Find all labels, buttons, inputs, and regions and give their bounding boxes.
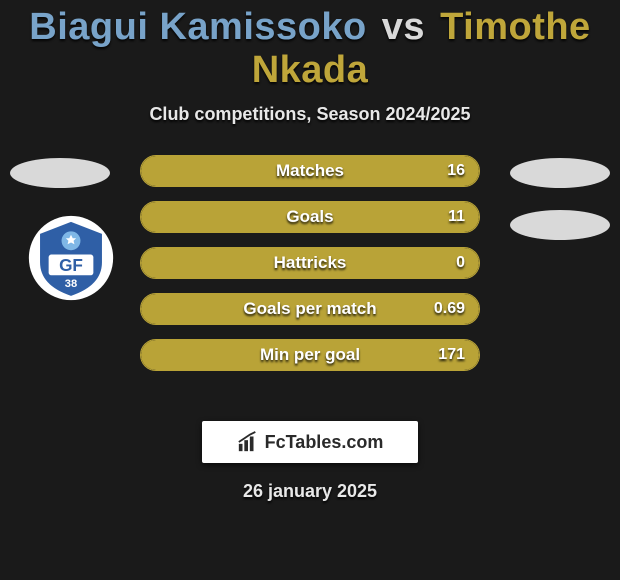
player1-name: Biagui Kamissoko	[29, 6, 366, 48]
brand-box: FcTables.com	[202, 421, 418, 463]
player2-portrait-placeholder	[510, 158, 610, 188]
stat-bars: Matches16 Goals11 Hattricks0 Goals per matc…	[140, 155, 480, 385]
stat-bar-fill	[141, 202, 479, 232]
club-logo-svg: GF 38	[28, 215, 114, 301]
svg-text:GF: GF	[59, 255, 83, 275]
stat-bar: Min per goal171	[140, 339, 480, 371]
chart-icon	[237, 431, 259, 453]
svg-text:38: 38	[65, 278, 77, 290]
stat-bar: Goals per match0.69	[140, 293, 480, 325]
comparison-title: Biagui Kamissoko vs Timothe Nkada	[0, 6, 620, 92]
stat-bar: Hattricks0	[140, 247, 480, 279]
vs-text: vs	[382, 6, 425, 48]
stat-bar-fill	[141, 294, 479, 324]
stat-bar: Matches16	[140, 155, 480, 187]
infographic-root: Biagui Kamissoko vs Timothe Nkada Club c…	[0, 0, 620, 502]
stat-bar-fill	[141, 156, 479, 186]
date-text: 26 january 2025	[0, 481, 620, 502]
brand-name: FcTables.com	[265, 432, 384, 453]
stats-stage: GF 38 Matches16 Goals11 Hattricks0 Goals pe…	[0, 155, 620, 415]
player1-club-logo: GF 38	[28, 215, 114, 301]
stat-bar: Goals11	[140, 201, 480, 233]
stat-bar-fill	[141, 340, 479, 370]
subtitle: Club competitions, Season 2024/2025	[0, 104, 620, 125]
stat-bar-fill	[141, 248, 479, 278]
player1-portrait-placeholder	[10, 158, 110, 188]
player2-club-placeholder	[510, 210, 610, 240]
